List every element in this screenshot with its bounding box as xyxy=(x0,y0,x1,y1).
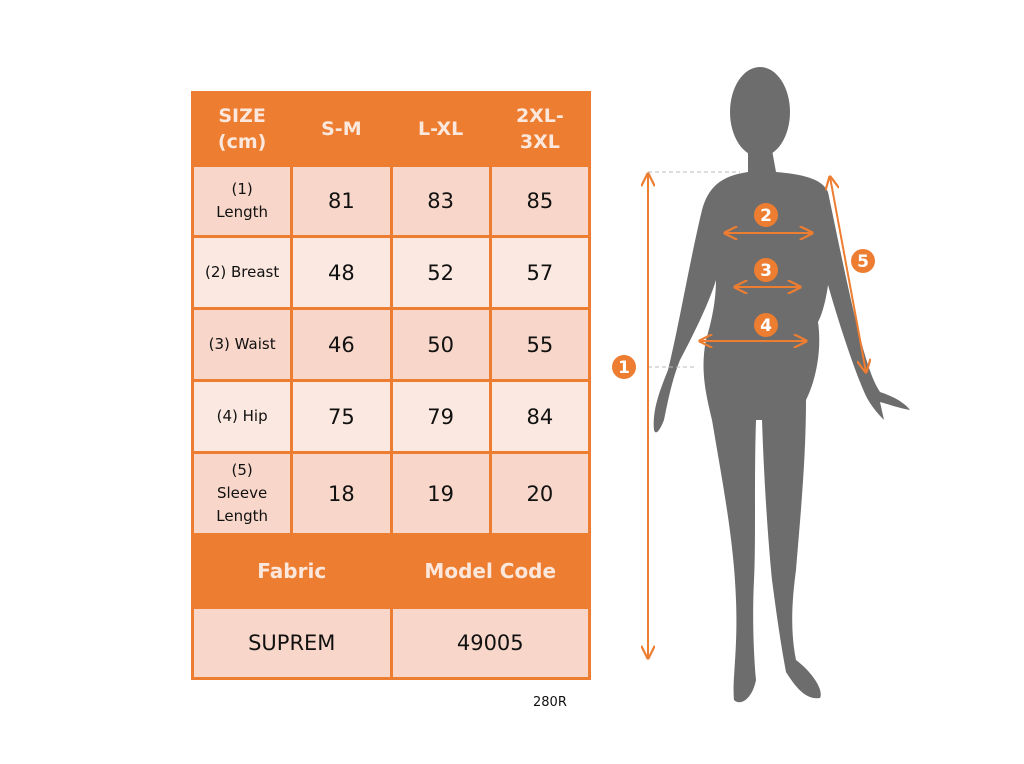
row-label: (4) Hip xyxy=(190,379,294,454)
sleeve-arrow xyxy=(830,177,866,372)
label-text: Length xyxy=(216,203,268,221)
header-s-m: S-M xyxy=(290,91,393,167)
cell: 50 xyxy=(389,307,492,382)
marker-1-label: 1 xyxy=(618,358,630,378)
cell: 83 xyxy=(389,164,492,238)
cell: 84 xyxy=(488,379,592,454)
label-text: (5) xyxy=(231,461,253,479)
model-code-header: Model Code xyxy=(389,533,591,609)
cell: 52 xyxy=(389,235,492,310)
measurement-markers: 1 2 3 4 5 xyxy=(612,203,875,379)
marker-5-label: 5 xyxy=(857,252,869,272)
footer-header-row: Fabric Model Code xyxy=(191,533,591,609)
cell: 18 xyxy=(290,451,393,536)
label-text: Length xyxy=(216,507,268,525)
size-chart-table: SIZE (cm) S-M L-XL 2XL-3XL (1) Length 81 8… xyxy=(190,91,592,680)
label-text: Sleeve xyxy=(216,484,268,502)
cell: 20 xyxy=(488,451,592,536)
header-l-xl: L-XL xyxy=(389,91,492,167)
cell: 48 xyxy=(290,235,393,310)
cell: 85 xyxy=(488,164,592,238)
header-size: SIZE (cm) xyxy=(190,91,294,167)
footer-value-row: SUPREM 49005 xyxy=(191,606,591,680)
table-row-breast: (2) Breast 48 52 57 xyxy=(190,235,592,310)
cell: 55 xyxy=(488,307,592,382)
header-text: 2XL-3XL xyxy=(515,105,564,153)
header-2xl-3xl: 2XL-3XL xyxy=(488,91,592,167)
marker-3-label: 3 xyxy=(760,261,772,281)
row-label: (1) Length xyxy=(190,164,294,238)
header-text: SIZE xyxy=(218,105,266,127)
marker-3-icon xyxy=(754,258,778,282)
fabric-value: SUPREM xyxy=(191,606,393,680)
measurement-guides xyxy=(648,171,866,658)
marker-2-label: 2 xyxy=(760,206,772,226)
cell: 46 xyxy=(290,307,393,382)
header-row: SIZE (cm) S-M L-XL 2XL-3XL xyxy=(190,91,592,167)
header-text: (cm) xyxy=(217,131,267,153)
row-label: (3) Waist xyxy=(190,307,294,382)
cell: 79 xyxy=(389,379,492,454)
label-text: (1) xyxy=(231,180,253,198)
table-row-waist: (3) Waist 46 50 55 xyxy=(190,307,592,382)
marker-2-icon xyxy=(754,203,778,227)
cell: 19 xyxy=(389,451,492,536)
product-code: 280R xyxy=(533,695,567,710)
table-row-hip: (4) Hip 75 79 84 xyxy=(190,379,592,454)
marker-4-label: 4 xyxy=(760,316,772,336)
model-code-value: 49005 xyxy=(389,606,591,680)
row-label: (2) Breast xyxy=(190,235,294,310)
cell: 57 xyxy=(488,235,592,310)
woman-silhouette-icon xyxy=(653,67,910,703)
table-row-sleeve-length: (5) Sleeve Length 18 19 20 xyxy=(190,451,592,536)
fabric-header: Fabric xyxy=(191,533,393,609)
body-measurement-figure: 1 2 3 4 5 xyxy=(612,67,910,703)
table-row-length: (1) Length 81 83 85 xyxy=(190,164,592,238)
marker-5-icon xyxy=(851,249,875,273)
cell: 75 xyxy=(290,379,393,454)
row-label: (5) Sleeve Length xyxy=(190,451,294,536)
marker-4-icon xyxy=(754,313,778,337)
cell: 81 xyxy=(290,164,393,238)
marker-1-icon xyxy=(612,355,636,379)
